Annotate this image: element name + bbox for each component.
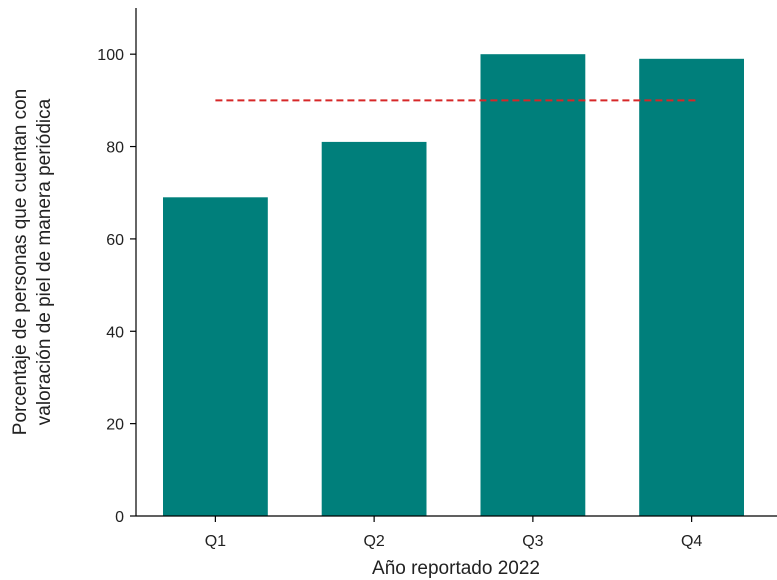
x-tick-label-q3: Q3	[522, 533, 543, 550]
y-tick-label: 60	[106, 232, 124, 249]
y-tick-label: 20	[106, 417, 124, 434]
bar-q3	[480, 54, 586, 516]
x-axis-title: Año reportado 2022	[372, 558, 540, 579]
bars-layer	[163, 54, 744, 517]
bar-q1	[163, 197, 268, 517]
x-tick-label-q4: Q4	[681, 533, 702, 550]
y-tick-label: 40	[106, 324, 124, 341]
y-axis-title-line-2: valoración de piel de manera periódica	[34, 98, 55, 425]
y-axis-title-line-1: Porcentaje de personas que cuentan con	[10, 89, 31, 435]
x-ticks-layer: Q1 Q2 Q3 Q4	[205, 516, 702, 550]
y-axis-title: Porcentaje de personas que cuentan con v…	[10, 89, 55, 435]
bar-q2	[321, 141, 427, 516]
y-tick-label: 100	[97, 47, 124, 64]
y-ticks-layer: 0 20 40 60 80 100	[97, 47, 136, 526]
y-tick-label: 80	[106, 140, 124, 157]
axes-layer	[135, 8, 777, 517]
y-tick-label: 0	[115, 509, 124, 526]
bar-q4	[639, 58, 744, 517]
x-tick-label-q1: Q1	[205, 533, 226, 550]
x-tick-label-q2: Q2	[363, 533, 384, 550]
